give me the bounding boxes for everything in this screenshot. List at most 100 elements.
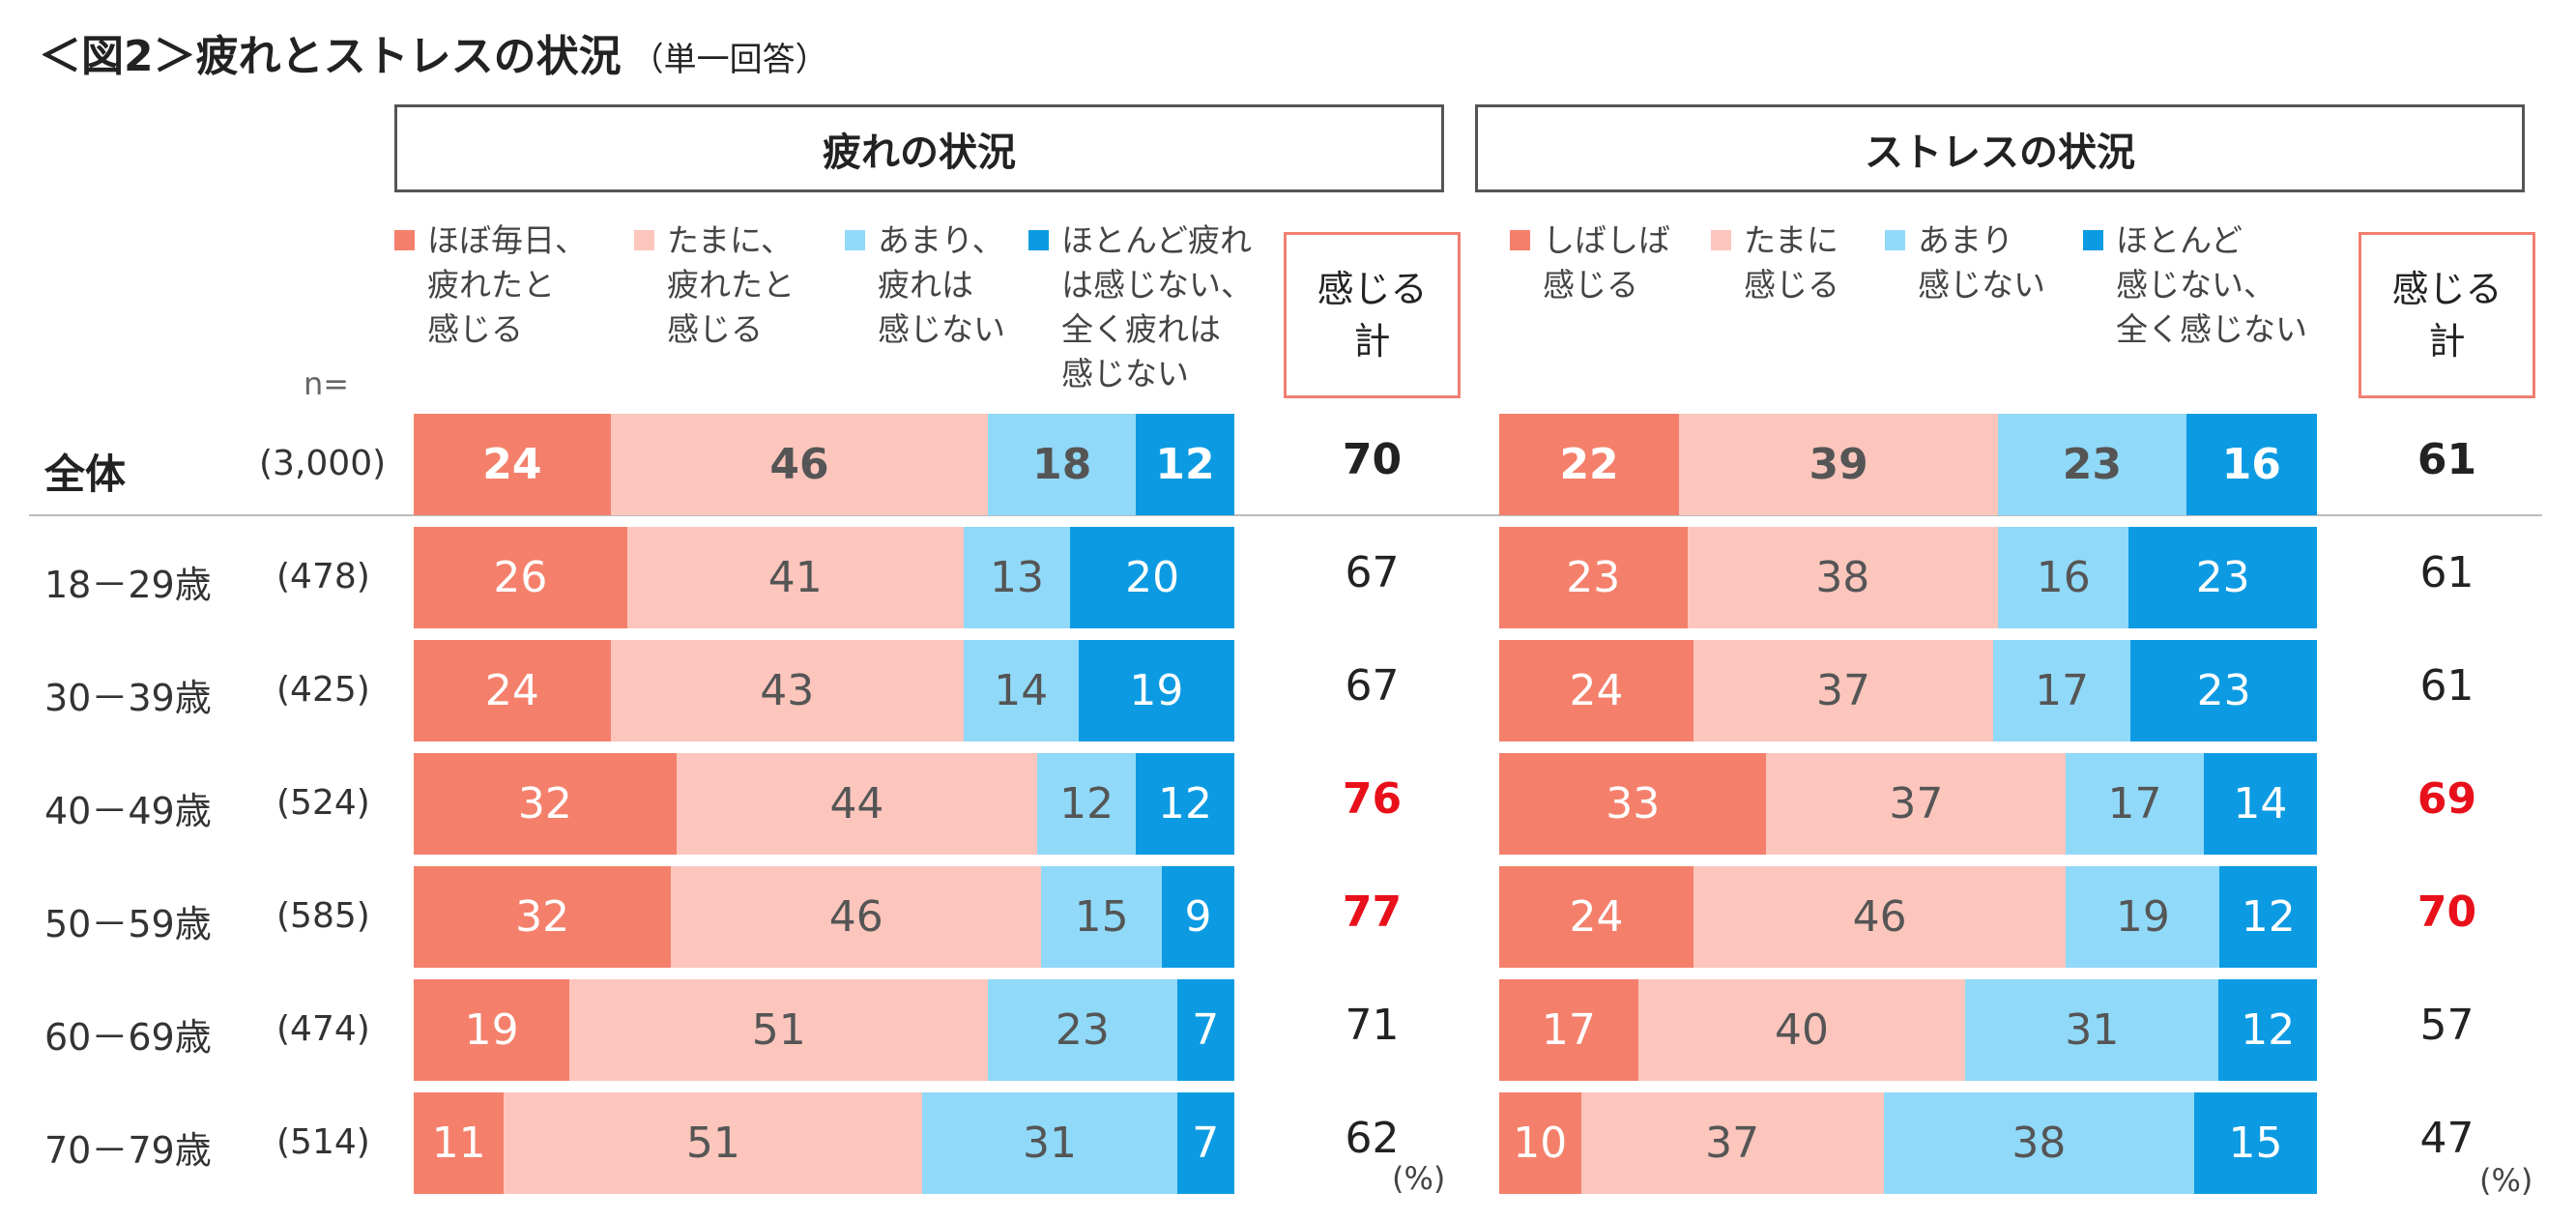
bar-segment: 15 — [1041, 866, 1163, 968]
bar-segment: 41 — [626, 527, 964, 628]
legend-label: あまり 感じない — [1918, 221, 2045, 304]
bar-segment: 19 — [414, 979, 570, 1081]
bar-segment: 7 — [1176, 979, 1234, 1081]
panel-title-stress: ストレスの状況 — [1475, 104, 2525, 192]
row-n: (585) — [276, 895, 370, 936]
bar-segment: 39 — [1679, 414, 1999, 515]
bar-segment: 17 — [2066, 753, 2204, 855]
legend-label: たまに 感じる — [1744, 221, 1839, 304]
bar-segment: 31 — [1965, 979, 2219, 1081]
bar-segment: 46 — [610, 414, 989, 515]
bar-segment: 37 — [1693, 640, 1993, 741]
total-value: 61 — [2417, 435, 2477, 484]
bar-segment: 23 — [1499, 527, 1688, 628]
bar-segment: 16 — [1998, 527, 2129, 628]
total-value: 71 — [1345, 1001, 1400, 1050]
legend-swatch — [634, 230, 654, 250]
bar-segment: 9 — [1162, 866, 1234, 968]
bar-segment: 23 — [2128, 527, 2317, 628]
row-label: 50－59歳 — [44, 902, 212, 945]
row-n: (474) — [276, 1008, 370, 1049]
bar-segment: 44 — [676, 753, 1038, 855]
row-label: 70－79歳 — [44, 1128, 212, 1172]
bar-segment: 23 — [2130, 640, 2317, 741]
total-value: 70 — [2417, 887, 2477, 937]
bar-segment: 38 — [1883, 1092, 2195, 1194]
row-n: (425) — [276, 669, 370, 710]
bar-segment: 14 — [963, 640, 1079, 741]
row-label: 18－29歳 — [44, 563, 212, 606]
bar-segment: 24 — [1499, 866, 1694, 968]
legend-label: ほぼ毎日、 疲れたと 感じる — [427, 221, 587, 348]
legend-swatch — [2083, 230, 2103, 250]
legend-swatch — [845, 230, 865, 250]
bar-segment: 12 — [1136, 753, 1234, 855]
subtitle-text: （単一回答） — [630, 41, 828, 79]
total-value: 69 — [2417, 774, 2477, 824]
legend-label: ほとんど疲れ は感じない、 全く疲れは 感じない — [1061, 221, 1253, 392]
bar-segment: 51 — [569, 979, 989, 1081]
total-value: 61 — [2419, 661, 2475, 711]
total-header-fatigue: 感じる 計 — [1284, 232, 1461, 398]
bar-segment: 51 — [504, 1092, 923, 1194]
bar-segment: 17 — [1992, 640, 2131, 741]
bar-segment: 38 — [1687, 527, 1999, 628]
legend-label: しばしば 感じる — [1543, 221, 1670, 304]
bar-segment: 26 — [414, 527, 627, 628]
row-label: 60－69歳 — [44, 1015, 212, 1059]
legend-swatch — [1510, 230, 1530, 250]
bar-segment: 23 — [1998, 414, 2186, 515]
unit-label-fatigue: (%) — [1392, 1160, 1446, 1197]
bar-segment: 12 — [2218, 979, 2317, 1081]
n-label: n= — [304, 365, 350, 402]
bar-segment: 10 — [1499, 1092, 1581, 1194]
bar-segment: 43 — [610, 640, 964, 741]
bar-segment: 22 — [1499, 414, 1680, 515]
bar-segment: 46 — [1693, 866, 2067, 968]
row-label: 40－49歳 — [44, 789, 212, 832]
row-label: 30－39歳 — [44, 676, 212, 719]
bar-segment: 11 — [414, 1092, 505, 1194]
bar-segment: 31 — [922, 1092, 1177, 1194]
title-text: ＜図2＞疲れとストレスの状況 — [39, 32, 622, 81]
row-n: (478) — [276, 556, 370, 596]
bar-segment: 24 — [414, 414, 611, 515]
row-n: (3,000) — [259, 443, 387, 483]
legend-label: あまり、 疲れは 感じない — [878, 221, 1005, 348]
bar-segment: 23 — [988, 979, 1177, 1081]
total-value: 70 — [1342, 435, 1403, 484]
legend-label: ほとんど 感じない、 全く感じない — [2116, 221, 2307, 348]
bar-segment: 33 — [1499, 753, 1767, 855]
bar-segment: 18 — [988, 414, 1137, 515]
legend-swatch — [1711, 230, 1731, 250]
bar-segment: 17 — [1499, 979, 1638, 1081]
bar-segment: 7 — [1176, 1092, 1234, 1194]
bar-segment: 19 — [2066, 866, 2220, 968]
legend-swatch — [1028, 230, 1049, 250]
bar-segment: 16 — [2185, 414, 2317, 515]
total-value: 61 — [2419, 548, 2475, 597]
row-label: 全体 — [44, 450, 127, 498]
legend-swatch — [394, 230, 415, 250]
total-value: 57 — [2419, 1001, 2475, 1050]
divider-line — [29, 514, 2542, 516]
bar-segment: 14 — [2203, 753, 2317, 855]
legend-label: たまに、 疲れたと 感じる — [667, 221, 795, 348]
row-n: (524) — [276, 782, 370, 823]
bar-segment: 20 — [1070, 527, 1234, 628]
unit-label-stress: (%) — [2479, 1162, 2533, 1199]
bar-segment: 40 — [1637, 979, 1966, 1081]
bar-segment: 46 — [671, 866, 1042, 968]
bar-segment: 12 — [2219, 866, 2317, 968]
bar-segment: 24 — [1499, 640, 1694, 741]
total-value: 67 — [1345, 548, 1400, 597]
total-value: 77 — [1342, 887, 1403, 937]
total-value: 47 — [2419, 1114, 2475, 1163]
bar-segment: 32 — [414, 866, 672, 968]
total-value: 67 — [1345, 661, 1400, 711]
bar-segment: 15 — [2194, 1092, 2317, 1194]
total-value: 62 — [1345, 1114, 1400, 1163]
total-header-stress: 感じる 計 — [2359, 232, 2535, 398]
chart-title: ＜図2＞疲れとストレスの状況 （単一回答） — [39, 21, 828, 83]
legend-swatch — [1885, 230, 1905, 250]
